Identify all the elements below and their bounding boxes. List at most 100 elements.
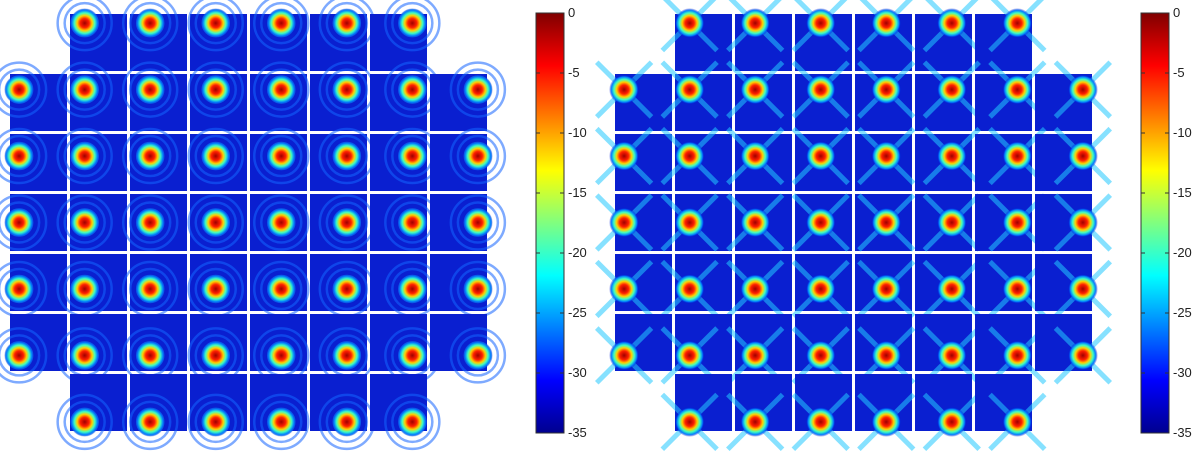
colorbar-tick-label: -25	[1173, 305, 1192, 320]
beam-tile	[915, 126, 981, 191]
main-beam-peak	[936, 141, 967, 172]
main-beam-peak	[4, 74, 35, 105]
beam-tile	[975, 126, 1047, 191]
main-beam-peak	[331, 141, 362, 172]
sidelobe-ring	[253, 61, 310, 118]
sidelobe-ring	[63, 267, 106, 311]
main-beam-peak	[4, 273, 35, 304]
main-beam-peak	[871, 8, 902, 39]
main-beam-peak	[331, 207, 362, 238]
beam-tile	[0, 314, 67, 384]
main-beam-peak	[4, 141, 35, 172]
beam-tile	[915, 374, 981, 452]
main-beam-peak	[135, 406, 166, 437]
main-beam-peak	[871, 273, 902, 304]
beam-tile	[56, 61, 127, 131]
beam-tile	[1035, 60, 1113, 131]
colorbar-tick-label: -30	[568, 365, 587, 380]
beam-tile	[660, 254, 732, 319]
main-beam-peak	[936, 406, 967, 437]
main-beam-peak	[805, 273, 836, 304]
main-beam-peak	[135, 74, 166, 105]
beam-tile	[56, 194, 127, 251]
sidelobe-ring	[121, 0, 179, 52]
sidelobe-ring	[260, 1, 303, 45]
sidelobe-ring	[325, 1, 369, 45]
main-beam-peak	[609, 340, 640, 371]
beam-tile	[56, 127, 127, 191]
main-beam-peak	[740, 141, 771, 172]
beam-tile	[975, 254, 1047, 319]
beam-tile	[594, 193, 672, 252]
main-beam-peak	[674, 406, 705, 437]
main-beam-peak	[1002, 340, 1033, 371]
beam-tile	[121, 0, 187, 71]
sidelobe-ring	[187, 393, 244, 451]
sidelobe-ring	[194, 201, 237, 244]
main-beam-peak	[740, 8, 771, 39]
beam-tile	[855, 0, 916, 71]
main-beam-peak	[200, 141, 231, 172]
main-beam-peak	[462, 141, 493, 172]
main-beam-peak	[135, 273, 166, 304]
beam-tile	[56, 314, 127, 384]
main-beam-peak	[1002, 207, 1033, 238]
beam-tile	[56, 374, 127, 451]
beam-tile	[915, 193, 981, 252]
sidelobe-ring	[260, 400, 303, 444]
main-beam-peak	[397, 8, 428, 39]
sidelobe-ring	[456, 334, 500, 377]
main-beam-peak	[805, 141, 836, 172]
sidelobe-ring	[456, 201, 500, 244]
beam-tile	[915, 60, 981, 131]
beam-tile	[310, 0, 376, 71]
main-beam-peak	[1002, 273, 1033, 304]
beam-tile	[187, 61, 247, 131]
beam-tile	[660, 374, 732, 452]
sidelobe-ring	[194, 134, 237, 178]
sidelobe-ring	[187, 0, 244, 52]
main-beam-peak	[200, 340, 231, 371]
beam-tile	[855, 126, 916, 191]
beam-tile	[1035, 254, 1113, 319]
main-beam-peak	[674, 207, 705, 238]
beam-tile	[187, 314, 247, 384]
main-beam-peak	[266, 141, 297, 172]
colorbar-tick-label: -20	[1173, 245, 1192, 260]
beam-tile	[975, 0, 1047, 71]
sidelobe-ring	[456, 134, 500, 178]
main-beam-peak	[936, 273, 967, 304]
beam-tile	[187, 254, 247, 318]
beam-tile	[1035, 126, 1113, 191]
main-beam-peak	[1067, 141, 1098, 172]
sidelobe-ring	[63, 400, 106, 444]
main-beam-peak	[462, 74, 493, 105]
beam-tile	[855, 193, 916, 252]
beam-tile	[310, 61, 376, 131]
beam-tile	[726, 193, 792, 252]
main-beam-peak	[871, 406, 902, 437]
sidelobe-ring	[456, 267, 500, 311]
colorbar-tick-label: -5	[568, 65, 580, 80]
beam-tile	[250, 0, 310, 71]
sidelobe-ring	[121, 61, 179, 118]
beam-tile	[660, 0, 732, 71]
main-beam-peak	[609, 273, 640, 304]
sidelobe-ring	[325, 267, 369, 311]
colorbar-tick-label: -10	[568, 125, 587, 140]
beam-tile	[726, 314, 792, 385]
sidelobe-ring	[260, 201, 303, 244]
sidelobe-ring	[325, 201, 369, 244]
main-beam-peak	[936, 207, 967, 238]
main-beam-peak	[674, 8, 705, 39]
main-beam-peak	[609, 207, 640, 238]
sidelobe-ring	[0, 267, 41, 311]
sidelobe-ring	[128, 400, 172, 444]
main-beam-peak	[135, 340, 166, 371]
beam-tile	[1035, 314, 1113, 385]
beam-tile	[975, 193, 1047, 252]
beam-tile	[791, 254, 852, 319]
beam-tile	[0, 61, 67, 131]
main-beam-peak	[805, 74, 836, 105]
colorbar-left: 0 -5 -10 -15 -20 -25 -30 -35	[535, 5, 587, 440]
